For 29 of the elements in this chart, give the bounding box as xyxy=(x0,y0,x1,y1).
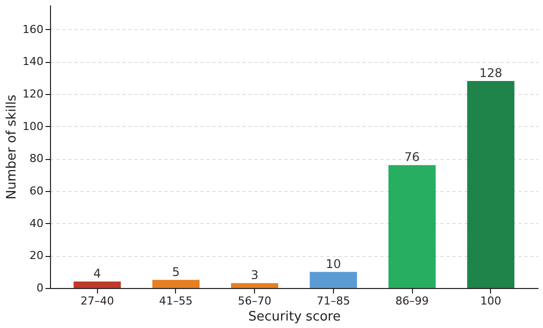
data-label: 128 xyxy=(479,66,502,80)
y-tick-label: 140 xyxy=(22,55,44,68)
data-label: 76 xyxy=(404,150,420,164)
x-tick-label: 86–99 xyxy=(395,294,429,308)
data-label: 5 xyxy=(172,264,180,279)
data-label: 4 xyxy=(93,266,102,281)
x-tick-label: 71–85 xyxy=(316,294,350,308)
x-tick-label: 41–55 xyxy=(159,294,193,308)
data-label: 3 xyxy=(250,268,258,282)
bar xyxy=(388,165,436,288)
y-tick-label: 100 xyxy=(22,120,44,133)
y-tick-label: 0 xyxy=(36,282,44,294)
y-tick-label: 120 xyxy=(22,87,44,100)
bar xyxy=(310,272,357,288)
y-tick-label: 40 xyxy=(30,216,44,230)
y-tick-label: 160 xyxy=(22,22,44,36)
y-tick-label: 60 xyxy=(30,184,44,198)
y-tick-label: 20 xyxy=(30,249,44,262)
x-axis-title: Security score xyxy=(248,310,341,324)
bar xyxy=(152,280,200,288)
bar xyxy=(467,81,514,288)
data-label: 10 xyxy=(326,256,341,271)
y-axis-title: Number of skills xyxy=(4,94,20,200)
bar xyxy=(74,282,121,288)
x-tick-label: 100 xyxy=(480,294,502,308)
bar xyxy=(231,283,278,288)
x-tick-label: 27–40 xyxy=(80,294,114,308)
x-tick-label: 56–70 xyxy=(238,294,272,308)
y-tick-label: 80 xyxy=(30,152,44,166)
